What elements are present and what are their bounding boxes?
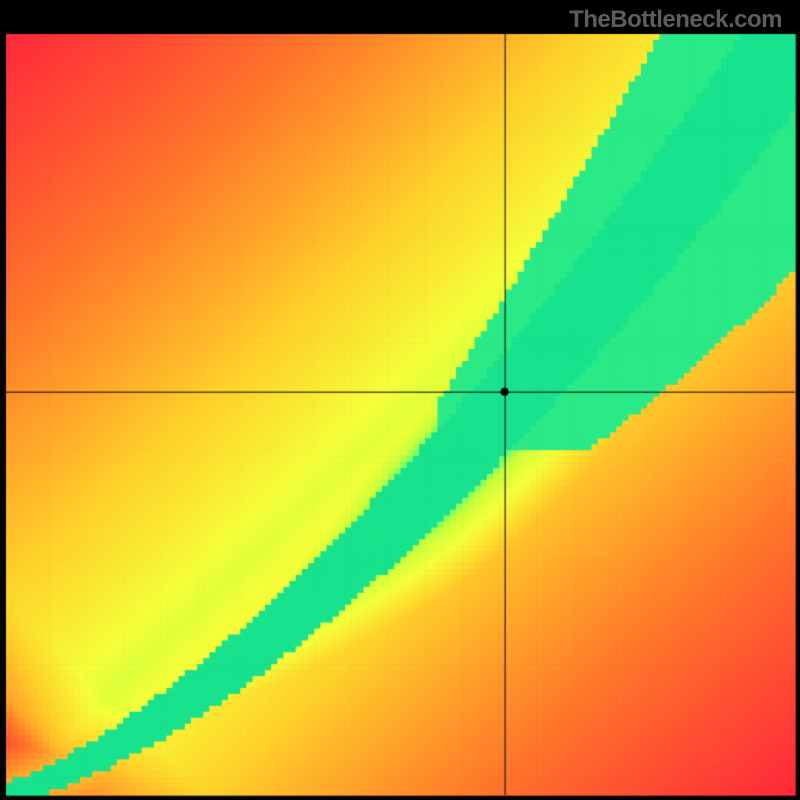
watermark-text: TheBottleneck.com [569, 6, 782, 34]
chart-container: TheBottleneck.com [0, 0, 800, 800]
bottleneck-heatmap [0, 0, 800, 800]
